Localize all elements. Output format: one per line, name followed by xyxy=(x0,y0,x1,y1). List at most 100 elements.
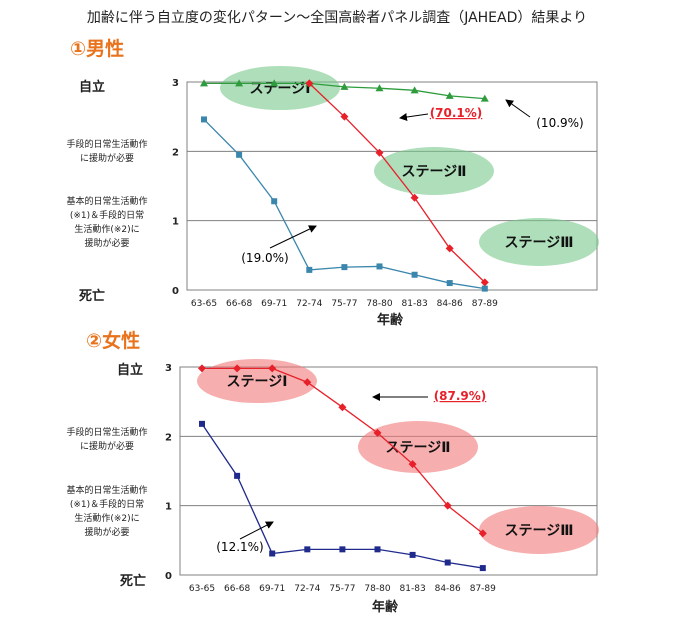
male-series-green-point xyxy=(340,82,349,90)
male-series-green-point xyxy=(270,79,279,87)
female-series-navy-point xyxy=(444,559,451,566)
female-series-navy-point xyxy=(339,546,346,553)
chart-female-title: ②女性 xyxy=(86,329,140,352)
male-ylevel-independent: 自立 xyxy=(79,79,105,95)
male-annotation-10: (10.9%) xyxy=(536,116,583,130)
female-series-navy-point xyxy=(374,546,381,553)
female-stages: ステージⅠ ステージⅡ ステージⅢ xyxy=(197,359,599,554)
male-xtick-label: 63-65 xyxy=(191,299,217,309)
male-ytick-label: 2 xyxy=(172,147,179,158)
male-xtick-label: 69-71 xyxy=(261,299,287,309)
female-series-red-point xyxy=(408,460,417,469)
male-series-blue-point xyxy=(271,198,278,205)
female-series-navy-point xyxy=(409,551,416,558)
male-series-green-point xyxy=(445,91,454,99)
male-series-blue-point xyxy=(411,271,418,278)
female-series-navy-point xyxy=(269,550,276,557)
male-arrow-19 xyxy=(269,225,317,249)
male-series-red-point xyxy=(375,148,384,157)
male-stage-1-label: ステージⅠ xyxy=(250,81,311,97)
female-ylevel-badl: 基本的日常生活動作(※1)＆手段的日常生活動作(※2)に援助が必要 xyxy=(66,484,147,538)
male-series-red-point xyxy=(305,79,314,88)
female-xtick-label: 63-65 xyxy=(189,584,215,594)
female-series-navy-point xyxy=(304,546,311,553)
male-xtick-label: 78-80 xyxy=(366,299,392,309)
male-series-blue-point xyxy=(341,264,348,271)
male-series-green-point xyxy=(375,84,384,92)
male-ylevel-badl: 基本的日常生活動作(※1)＆手段的日常生活動作(※2)に援助が必要 xyxy=(66,195,147,249)
male-series-green-point xyxy=(480,94,489,102)
female-stage-2-bubble xyxy=(358,421,478,473)
female-series-red-point xyxy=(303,378,312,387)
male-series-red-point xyxy=(410,193,419,202)
male-annotation-70: (70.1%) xyxy=(430,106,483,120)
female-yticks: 0 1 2 3 xyxy=(165,363,172,582)
female-ylevel-independent: 自立 xyxy=(117,362,143,378)
male-xlabel: 年齢 xyxy=(377,312,404,328)
male-series-green-point xyxy=(410,86,419,94)
female-series-red-point xyxy=(443,501,452,510)
female-xtick-label: 81-83 xyxy=(400,584,426,594)
male-xtick-label: 72-74 xyxy=(296,299,322,309)
female-series-navy-point xyxy=(199,420,205,427)
female-stage-3-bubble xyxy=(479,506,599,554)
female-xtick-label: 66-68 xyxy=(224,584,250,594)
female-series-red-point xyxy=(338,403,347,412)
female-ylevel-death: 死亡 xyxy=(120,573,146,589)
female-xlabel: 年齢 xyxy=(372,599,399,615)
female-xtick-label: 75-77 xyxy=(329,584,355,594)
male-series-red-point xyxy=(480,278,489,287)
female-ytick-label: 3 xyxy=(165,363,172,374)
female-xticks: 63-65 66-68 69-71 72-74 75-77 78-80 81-83 84-86… xyxy=(189,584,496,594)
female-stage-3-label: ステージⅢ xyxy=(505,523,574,539)
male-series-green-point xyxy=(200,79,208,87)
male-stage-2-label: ステージⅡ xyxy=(402,164,467,180)
female-xtick-label: 87-89 xyxy=(470,584,496,594)
female-series-red-point xyxy=(373,428,382,437)
male-ylevel-death: 死亡 xyxy=(79,288,105,304)
female-ylevel-iadl: 手段的日常生活動作に援助が必要 xyxy=(66,426,147,452)
figure-title: 加齢に伴う自立度の変化パターン～全国高齢者パネル調査（JAHEAD）結果より xyxy=(87,9,587,26)
female-ytick-label: 1 xyxy=(165,502,172,513)
male-stage-1-bubble xyxy=(220,66,340,110)
male-xtick-label: 75-77 xyxy=(331,299,357,309)
chart-male-title: ①男性 xyxy=(70,37,124,60)
male-series-green-point xyxy=(235,79,244,87)
male-series-red-point xyxy=(340,112,349,121)
female-ytick-label: 2 xyxy=(165,432,172,443)
male-stage-2-bubble xyxy=(374,147,494,195)
male-arrow-10 xyxy=(505,99,531,118)
chart-female: ②女性 自立 手段的日常生活動作に援助が必要 基本的日常生活動作(※1)＆手段的… xyxy=(66,329,599,615)
female-annotation-87: (87.9%) xyxy=(434,389,487,403)
female-series-red-point xyxy=(233,364,242,373)
female-xtick-label: 72-74 xyxy=(294,584,320,594)
female-xtick-label: 78-80 xyxy=(364,584,390,594)
female-stage-1-bubble xyxy=(197,359,317,403)
male-yticks: 0 1 2 3 xyxy=(172,78,179,297)
male-series-blue-point xyxy=(201,116,207,123)
female-series-red-point xyxy=(478,529,487,538)
female-stage-2-label: ステージⅡ xyxy=(386,440,451,456)
female-series-red-point xyxy=(268,364,277,373)
male-series-red-point xyxy=(445,244,454,253)
female-series xyxy=(198,364,487,572)
male-xtick-label: 66-68 xyxy=(226,299,252,309)
male-stages: ステージⅠ ステージⅡ ステージⅢ xyxy=(220,66,599,266)
female-annotation-12: (12.1%) xyxy=(216,540,263,554)
female-series-navy-point xyxy=(479,565,486,572)
male-arrow-70 xyxy=(399,113,429,121)
male-xtick-label: 84-86 xyxy=(437,299,463,309)
male-series-blue-point xyxy=(376,263,383,270)
male-series xyxy=(200,79,489,292)
male-series-blue-point xyxy=(236,151,243,158)
male-xtick-label: 87-89 xyxy=(472,299,498,309)
female-xtick-label: 69-71 xyxy=(259,584,285,594)
male-ytick-label: 1 xyxy=(172,217,179,228)
male-xtick-label: 81-83 xyxy=(402,299,428,309)
male-xticks: 63-65 66-68 69-71 72-74 75-77 78-80 81-83 84-86… xyxy=(191,299,498,309)
male-ylevel-iadl: 手段的日常生活動作に援助が必要 xyxy=(66,138,147,164)
male-stage-3-label: ステージⅢ xyxy=(505,235,574,251)
female-arrow-12 xyxy=(239,521,274,540)
male-series-red-line xyxy=(308,82,486,283)
